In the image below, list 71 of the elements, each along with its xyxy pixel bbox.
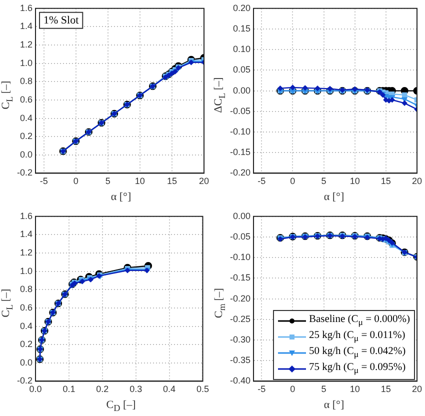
x-tick-label: 0.2 [96, 384, 109, 394]
y-tick-label: 0.2 [20, 131, 33, 142]
x-tick-label: 0.3 [130, 384, 142, 394]
x-tick-label: 15 [166, 176, 177, 186]
annotation: 1% Slot [44, 14, 79, 26]
y-tick-label: -0.25 [230, 314, 251, 324]
y-tick-label: 0.0 [20, 357, 33, 368]
x-tick-label: 0.0 [29, 384, 42, 394]
y-tick-label: -0.40 [230, 376, 251, 386]
x-tick-label: 0 [73, 176, 78, 186]
y-tick-label: -0.05 [230, 106, 251, 116]
y-tick-label: -0.15 [230, 272, 251, 283]
y-tick-label: 1.0 [20, 266, 33, 276]
y-tick-label: 1.6 [20, 210, 33, 221]
y-tick-label: 0.4 [20, 320, 33, 331]
y-tick-label: 0.0 [20, 149, 33, 160]
x-tick-label: -5 [40, 176, 48, 186]
x-tick-label: 15 [380, 176, 391, 186]
x-tick-label: 5 [321, 176, 326, 186]
x-tick-label: 5 [321, 384, 326, 394]
y-tick-label: 0.15 [232, 23, 251, 34]
legend-label: 75 kg/h (C$_{μ}$ = 0.095%) [308, 360, 406, 377]
legend-label: Baseline (C$_{μ}$ = 0.000%) [308, 312, 410, 329]
y-tick-label: -0.05 [230, 231, 251, 242]
x-tick-label: 20 [412, 176, 422, 186]
x-tick-label: 0 [290, 384, 296, 394]
x-tick-label: 0.1 [62, 384, 76, 394]
legend-label: 50 kg/h (C$_{μ}$ = 0.042%) [308, 344, 406, 361]
y-tick-label: -0.2 [16, 376, 33, 386]
y-tick-label: -0.35 [230, 355, 251, 366]
y-tick-label: 1.4 [20, 21, 33, 32]
y-tick-label: 0.00 [232, 85, 251, 96]
x-tick-label: 10 [350, 384, 360, 394]
y-tick-label: -0.10 [230, 252, 251, 262]
y-tick-label: 0.00 [232, 210, 251, 221]
x-tick-label: -5 [258, 384, 266, 394]
x-tick-label: 15 [380, 384, 391, 394]
y-tick-label: -0.30 [230, 334, 251, 344]
x-tick-label: 20 [198, 176, 209, 186]
y-tick-label: 0.6 [20, 94, 33, 104]
y-tick-label: -0.10 [230, 126, 251, 136]
y-tick-label: -0.20 [230, 168, 251, 178]
x-tick-label: 0.4 [163, 384, 176, 394]
y-tick-label: -0.20 [230, 293, 251, 304]
x-tick-label: -5 [258, 176, 266, 186]
y-tick-label: 0.8 [20, 284, 33, 294]
y-tick-label: 1.2 [20, 40, 33, 50]
x-axis-title: α [°] [322, 190, 346, 204]
y-tick-label: 1.4 [20, 229, 33, 240]
y-tick-label: -0.15 [230, 147, 251, 158]
x-tick-label: 10 [134, 176, 145, 186]
y-tick-label: 0.6 [20, 302, 33, 312]
x-tick-label: 0.5 [196, 384, 209, 394]
y-tick-label: 0.20 [232, 2, 251, 13]
legend-label: 25 kg/h (C$_{μ}$ = 0.011%) [308, 328, 406, 345]
y-tick-label: 1.2 [20, 248, 33, 258]
y-tick-label: 0.05 [232, 64, 251, 75]
y-tick-label: 0.2 [20, 339, 33, 350]
y-tick-label: 0.4 [20, 112, 33, 123]
x-tick-label: 10 [350, 176, 360, 186]
y-tick-label: 0.8 [20, 76, 33, 86]
x-axis-title: C$_{D}$ [–] [105, 398, 137, 416]
y-tick-label: 1.6 [20, 2, 33, 13]
x-axis-title: α [°] [322, 398, 346, 412]
x-tick-label: 0 [290, 176, 296, 186]
x-tick-label: 20 [412, 384, 422, 394]
y-tick-label: -0.2 [16, 168, 33, 178]
y-tick-label: 0.10 [232, 44, 251, 54]
y-tick-label: 1.0 [20, 58, 33, 68]
x-tick-label: 5 [105, 176, 110, 186]
x-axis-title: α [°] [110, 190, 132, 204]
